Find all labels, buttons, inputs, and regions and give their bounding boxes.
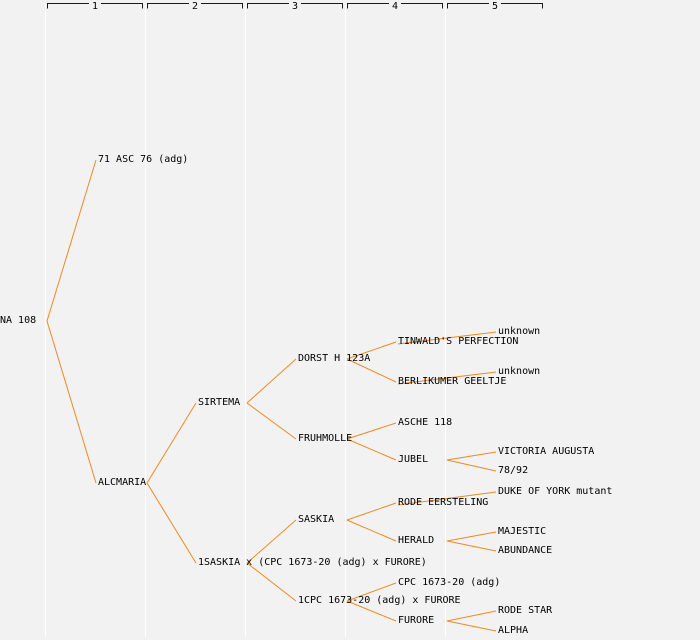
pedigree-node-na108[interactable]: NA 108 bbox=[0, 315, 37, 326]
pedigree-node-alpha[interactable]: ALPHA bbox=[498, 625, 529, 636]
pedigree-edge bbox=[346, 582, 397, 602]
pedigree-edge bbox=[446, 451, 497, 461]
pedigree-edge bbox=[346, 600, 397, 622]
pedigree-node-herald[interactable]: HERALD bbox=[398, 535, 435, 546]
pedigree-node-unknown2: unknown bbox=[498, 366, 541, 377]
pedigree-node-tinwald[interactable]: TINWALD'S PERFECTION bbox=[398, 336, 519, 347]
pedigree-node-unknown1: unknown bbox=[498, 326, 541, 337]
pedigree-node-abundance[interactable]: ABUNDANCE bbox=[498, 545, 553, 556]
pedigree-edge bbox=[346, 519, 397, 542]
pedigree-edge bbox=[346, 502, 397, 521]
pedigree-edge bbox=[346, 358, 397, 383]
pedigree-node-cpc_adg[interactable]: CPC 1673-20 (adg) bbox=[398, 577, 501, 588]
pedigree-node-saskia[interactable]: SASKIA bbox=[298, 514, 335, 525]
pedigree-edge bbox=[246, 519, 297, 564]
pedigree-edge bbox=[46, 320, 97, 484]
pedigree-edge bbox=[346, 422, 397, 440]
pedigree-node-rode_star[interactable]: RODE STAR bbox=[498, 605, 553, 616]
pedigree-node-victoria[interactable]: VICTORIA AUGUSTA bbox=[498, 446, 595, 457]
pedigree-edge bbox=[146, 482, 197, 564]
pedigree-edge bbox=[246, 358, 297, 404]
pedigree-node-fruhmolle[interactable]: FRUHMOLLE bbox=[298, 433, 353, 444]
pedigree-edge bbox=[46, 159, 97, 322]
generation-number: 2 bbox=[188, 2, 202, 12]
pedigree-edge bbox=[246, 402, 297, 440]
pedigree-edge bbox=[346, 438, 397, 461]
pedigree-edge bbox=[397, 371, 497, 385]
pedigree-edge bbox=[446, 459, 497, 472]
pedigree-edge bbox=[246, 562, 297, 602]
pedigree-node-jubel[interactable]: JUBEL bbox=[398, 454, 429, 465]
pedigree-node-duke[interactable]: DUKE OF YORK mutant bbox=[498, 486, 613, 497]
pedigree-node-cpc_cross[interactable]: 1CPC 1673-20 (adg) x FURORE bbox=[298, 595, 461, 606]
generation-number: 5 bbox=[488, 2, 502, 12]
pedigree-node-majestic[interactable]: MAJESTIC bbox=[498, 526, 547, 537]
pedigree-node-furore[interactable]: FURORE bbox=[398, 615, 435, 626]
pedigree-node-alcmaria[interactable]: ALCMARIA bbox=[98, 477, 147, 488]
pedigree-edge bbox=[446, 531, 497, 542]
pedigree-edge bbox=[397, 331, 497, 345]
pedigree-node-sirtema[interactable]: SIRTEMA bbox=[198, 397, 241, 408]
pedigree-node-s7892[interactable]: 78/92 bbox=[498, 465, 529, 476]
pedigree-node-dorst[interactable]: DORST H 123A bbox=[298, 353, 371, 364]
pedigree-edge bbox=[397, 491, 497, 506]
pedigree-node-asc76[interactable]: 71 ASC 76 (adg) bbox=[98, 154, 189, 165]
pedigree-node-rode_eersteling[interactable]: RODE EERSTELING bbox=[398, 497, 489, 508]
pedigree-node-saskia_cross[interactable]: 1SASKIA x (CPC 1673-20 (adg) x FURORE) bbox=[198, 557, 427, 568]
generation-number: 1 bbox=[88, 2, 102, 12]
pedigree-edge bbox=[446, 540, 497, 552]
pedigree-edge bbox=[446, 620, 497, 632]
generation-number: 3 bbox=[288, 2, 302, 12]
pedigree-node-asche[interactable]: ASCHE 118 bbox=[398, 417, 453, 428]
pedigree-edge bbox=[346, 341, 397, 360]
pedigree-edge bbox=[146, 402, 197, 484]
pedigree-node-berlikumer[interactable]: BERLIKUMER GEELTJE bbox=[398, 376, 507, 387]
generation-number: 4 bbox=[388, 2, 402, 12]
pedigree-edge bbox=[446, 610, 497, 622]
